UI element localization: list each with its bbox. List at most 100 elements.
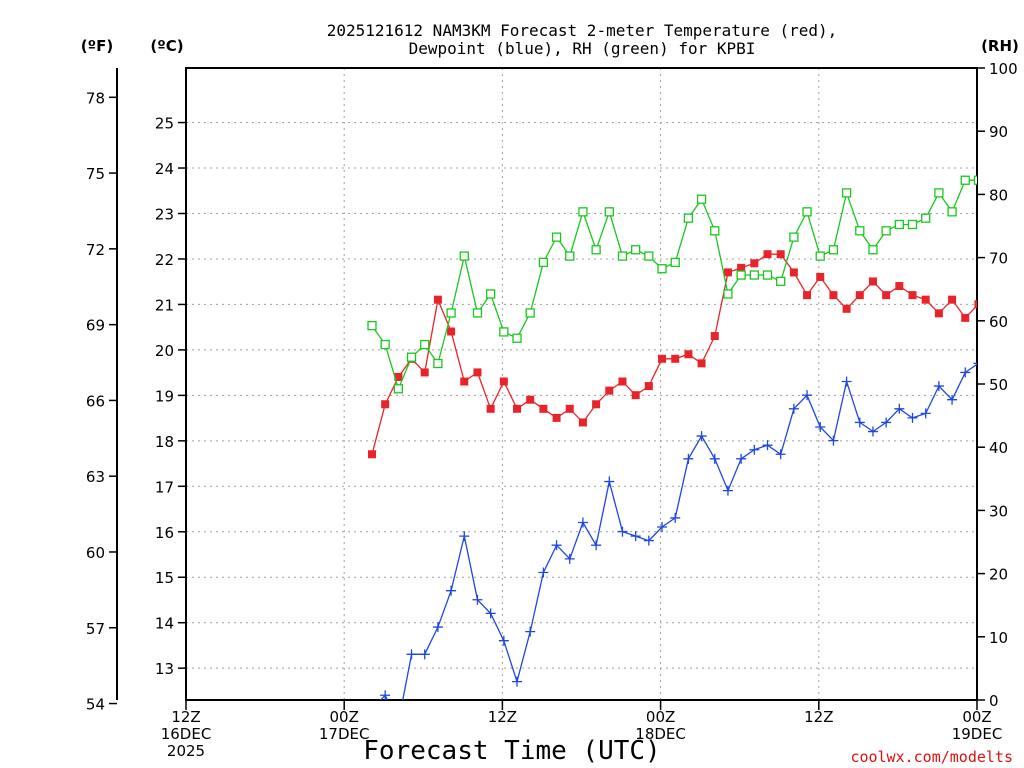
fahrenheit-tick-label: 78 bbox=[86, 89, 105, 107]
rh-point bbox=[683, 213, 694, 223]
dewpoint-point bbox=[1000, 336, 1010, 346]
x-axis-label: Forecast Time (UTC) bbox=[363, 736, 660, 766]
rh-tick-label: 80 bbox=[989, 186, 1008, 204]
rh-point bbox=[459, 251, 469, 261]
temperature-point bbox=[948, 295, 957, 304]
rh-point bbox=[749, 270, 759, 280]
rh-point bbox=[538, 257, 549, 268]
dewpoint-point bbox=[854, 417, 865, 428]
temperature-point bbox=[908, 291, 917, 300]
temperature-point bbox=[631, 391, 640, 400]
dewpoint-point bbox=[1013, 395, 1023, 405]
rh-point bbox=[1001, 176, 1009, 184]
temperature-point bbox=[737, 263, 746, 272]
celsius-tick-label: 21 bbox=[155, 296, 174, 314]
rh-point bbox=[565, 251, 575, 261]
dewpoint-point bbox=[446, 585, 457, 596]
dewpoint-point bbox=[577, 517, 588, 528]
rh-point bbox=[551, 232, 562, 242]
temperature-point bbox=[882, 291, 891, 300]
temperature-point bbox=[499, 377, 508, 386]
rh-point bbox=[472, 308, 483, 318]
temperature-point bbox=[368, 450, 376, 459]
rh-point bbox=[776, 276, 786, 287]
rh-point bbox=[815, 251, 825, 261]
time-tick-label: 12Z bbox=[488, 708, 517, 726]
rh-point bbox=[907, 219, 918, 230]
dewpoint-point bbox=[762, 440, 773, 451]
celsius-tick-label: 17 bbox=[155, 478, 174, 496]
dewpoint-point bbox=[485, 608, 496, 619]
dewpoint-point bbox=[736, 453, 747, 464]
dewpoint-point bbox=[894, 403, 905, 414]
temperature-point bbox=[526, 395, 535, 404]
celsius-axis: 13 14 15 16 17 18 19 20 21 22 23 24 25 bbox=[155, 115, 186, 678]
dewpoint-point bbox=[512, 676, 523, 687]
temperature-point bbox=[552, 413, 561, 422]
rh-point bbox=[525, 308, 535, 318]
temperature-point bbox=[710, 332, 719, 341]
rh-point bbox=[947, 207, 957, 217]
celsius-tick-label: 19 bbox=[155, 387, 174, 405]
time-tick-label: 16DEC bbox=[161, 725, 212, 743]
chart-title-line1: 2025121612 NAM3KM Forecast 2-meter Tempe… bbox=[327, 21, 838, 40]
dewpoint-point bbox=[947, 394, 958, 405]
time-tick-label: 00Z bbox=[330, 708, 359, 726]
rh-point bbox=[988, 164, 996, 172]
rh-point bbox=[855, 226, 865, 236]
fahrenheit-axis: 54 57 60 63 66 69 72 75 78 bbox=[86, 89, 117, 714]
temperature-point bbox=[513, 404, 522, 413]
time-tick-label: 12Z bbox=[171, 708, 200, 726]
time-tick-label: 2025 bbox=[167, 742, 205, 760]
series-dewpoint bbox=[379, 336, 1023, 728]
temperature-point bbox=[697, 359, 706, 368]
temperature-point bbox=[816, 272, 825, 281]
rh-point bbox=[868, 245, 878, 255]
dewpoint-point bbox=[907, 412, 918, 423]
fahrenheit-tick-label: 57 bbox=[86, 620, 105, 638]
gridlines bbox=[186, 68, 977, 700]
temperature-point bbox=[934, 309, 943, 318]
temperature-point bbox=[433, 295, 442, 304]
dewpoint-point bbox=[722, 485, 733, 496]
dewpoint-point bbox=[775, 449, 786, 460]
rh-point bbox=[802, 207, 812, 217]
rh-point bbox=[696, 194, 707, 204]
dewpoint-point bbox=[749, 444, 760, 455]
dewpoint-point bbox=[670, 512, 681, 523]
rh-point bbox=[921, 213, 931, 223]
rh-point bbox=[631, 245, 641, 255]
temperature-point bbox=[803, 291, 812, 300]
fahrenheit-tick-label: 66 bbox=[86, 392, 105, 410]
rh-axis: 0 10 20 30 40 50 60 70 80 90 100 bbox=[977, 60, 1018, 710]
chart-title-line2: Dewpoint (blue), RH (green) for KPBI bbox=[409, 39, 756, 58]
dewpoint-point bbox=[393, 718, 403, 728]
rh-point bbox=[591, 245, 601, 255]
rh-tick-label: 30 bbox=[989, 502, 1008, 520]
rh-point bbox=[367, 320, 377, 331]
temperature-point bbox=[658, 354, 667, 363]
temperature-point bbox=[592, 400, 601, 409]
time-tick-label: 18DEC bbox=[635, 725, 686, 743]
series-rh bbox=[367, 164, 1009, 394]
rh-point bbox=[736, 270, 746, 280]
dewpoint-point bbox=[432, 622, 443, 633]
rh-tick-label: 90 bbox=[989, 123, 1008, 141]
rh-point bbox=[723, 289, 733, 299]
temperature-point bbox=[750, 259, 759, 268]
temperature-point bbox=[921, 295, 930, 304]
rh-point bbox=[380, 339, 390, 350]
dewpoint-point bbox=[867, 426, 878, 437]
dewpoint-point bbox=[564, 553, 575, 564]
celsius-tick-label: 13 bbox=[155, 660, 174, 678]
celsius-tick-label: 16 bbox=[155, 524, 174, 542]
dewpoint-point bbox=[459, 531, 470, 542]
celsius-tick-label: 20 bbox=[155, 342, 174, 360]
temperature-point bbox=[684, 350, 693, 359]
rh-point bbox=[934, 188, 944, 198]
rh-tick-label: 20 bbox=[989, 566, 1008, 584]
temperature-point bbox=[961, 313, 970, 322]
temperature-point bbox=[565, 404, 574, 413]
